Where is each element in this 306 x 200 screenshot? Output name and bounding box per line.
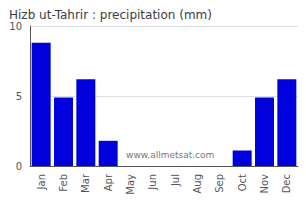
- svg-text:Feb: Feb: [58, 174, 69, 192]
- svg-text:10: 10: [9, 21, 22, 32]
- svg-text:Hizb ut-Tahrir : precipitation: Hizb ut-Tahrir : precipitation (mm): [9, 8, 212, 22]
- svg-text:Dec: Dec: [281, 174, 292, 193]
- svg-text:Nov: Nov: [259, 174, 270, 194]
- svg-text:Apr: Apr: [103, 173, 114, 191]
- svg-text:Oct: Oct: [237, 174, 248, 191]
- svg-text:www.allmetsat.com: www.allmetsat.com: [126, 150, 214, 160]
- svg-text:Jun: Jun: [147, 174, 158, 191]
- svg-text:Jan: Jan: [36, 174, 47, 190]
- svg-text:Mar: Mar: [80, 173, 91, 193]
- svg-text:May: May: [125, 174, 136, 195]
- svg-text:5: 5: [16, 91, 22, 102]
- svg-text:Sep: Sep: [214, 174, 225, 193]
- svg-text:Jul: Jul: [170, 174, 181, 187]
- svg-text:Aug: Aug: [192, 174, 203, 194]
- svg-text:0: 0: [16, 161, 22, 172]
